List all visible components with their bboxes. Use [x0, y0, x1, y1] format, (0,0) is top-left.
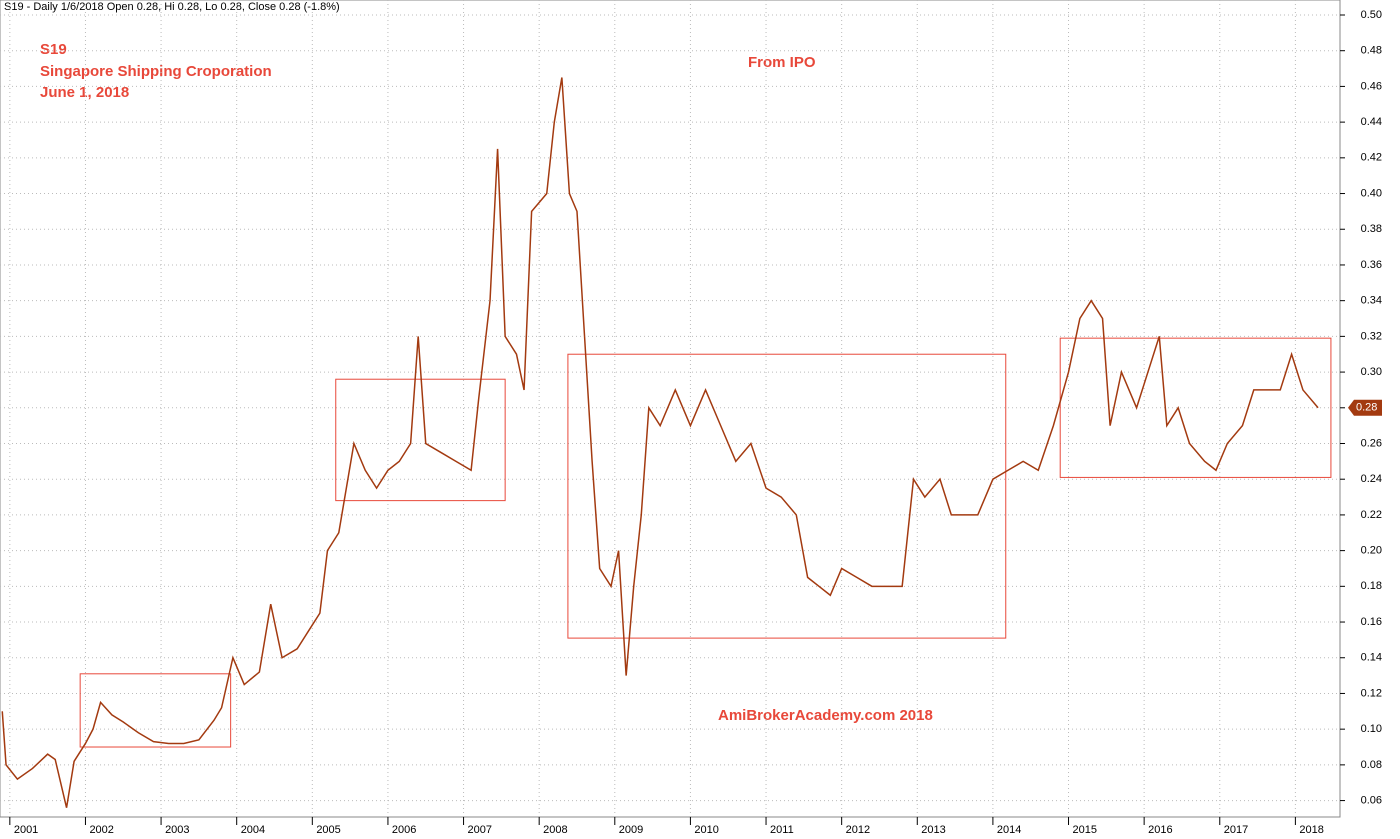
annotation: Singapore Shipping Croporation: [40, 63, 272, 80]
zone-box: [567, 353, 1007, 639]
x-tick-label: 2004: [241, 824, 265, 836]
y-tick-label: 0.34: [1361, 295, 1382, 307]
annotation: AmiBrokerAcademy.com 2018: [718, 707, 933, 724]
y-tick-label: 0.30: [1361, 366, 1382, 378]
y-tick-label: 0.12: [1361, 687, 1382, 699]
y-tick-label: 0.20: [1361, 545, 1382, 557]
y-tick-label: 0.06: [1361, 794, 1382, 806]
price-line: [1, 77, 1319, 808]
y-tick-label: 0.46: [1361, 80, 1382, 92]
y-tick-label: 0.36: [1361, 259, 1382, 271]
y-tick-label: 0.14: [1361, 652, 1382, 664]
y-tick-label: 0.44: [1361, 116, 1382, 128]
header: S19 - Daily 1/6/2018 Open 0.28, Hi 0.28,…: [4, 1, 340, 13]
x-tick-label: 2001: [14, 824, 38, 836]
x-tick-label: 2009: [619, 824, 643, 836]
x-tick-label: 2007: [468, 824, 492, 836]
y-tick-label: 0.10: [1361, 723, 1382, 735]
y-tick-label: 0.08: [1361, 759, 1382, 771]
zone-box: [1059, 337, 1332, 478]
x-tick-label: 2002: [89, 824, 113, 836]
x-tick-label: 2006: [392, 824, 416, 836]
x-tick-label: 2010: [694, 824, 718, 836]
x-tick-label: 2012: [846, 824, 870, 836]
y-tick-label: 0.22: [1361, 509, 1382, 521]
y-tick-label: 0.48: [1361, 45, 1382, 57]
last-price-label: 0.28: [1356, 402, 1377, 414]
x-tick-label: 2016: [1148, 824, 1172, 836]
x-tick-label: 2003: [165, 824, 189, 836]
x-tick-label: 2017: [1224, 824, 1248, 836]
y-tick-label: 0.24: [1361, 473, 1382, 485]
annotation: S19: [40, 41, 67, 58]
x-tick-label: 2011: [770, 824, 794, 836]
x-tick-label: 2008: [543, 824, 567, 836]
zone-box: [79, 673, 232, 748]
y-tick-label: 0.18: [1361, 580, 1382, 592]
y-tick-label: 0.40: [1361, 187, 1382, 199]
y-tick-label: 0.38: [1361, 223, 1382, 235]
y-tick-label: 0.26: [1361, 437, 1382, 449]
y-tick-label: 0.50: [1361, 9, 1382, 21]
zone-box: [335, 378, 506, 502]
y-tick-label: 0.42: [1361, 152, 1382, 164]
annotation: From IPO: [748, 54, 816, 71]
x-tick-label: 2005: [316, 824, 340, 836]
y-tick-label: 0.32: [1361, 330, 1382, 342]
x-tick-label: 2015: [1073, 824, 1097, 836]
last-price-tag: [1348, 399, 1382, 416]
x-tick-label: 2014: [997, 824, 1021, 836]
plot-frame: [0, 0, 1341, 818]
y-tick-label: 0.16: [1361, 616, 1382, 628]
x-tick-label: 2013: [921, 824, 945, 836]
x-tick-label: 2018: [1299, 824, 1323, 836]
annotation: June 1, 2018: [40, 84, 129, 101]
